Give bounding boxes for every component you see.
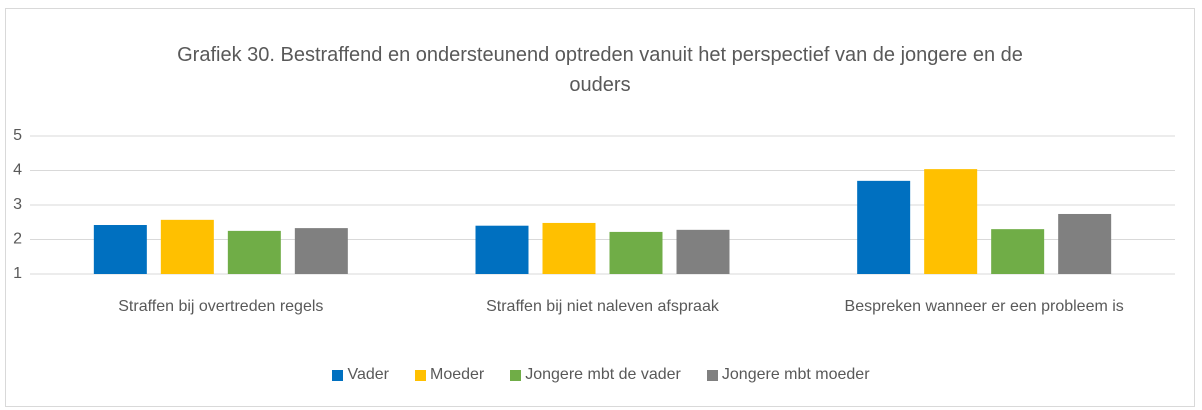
legend-item: Moeder — [414, 366, 485, 384]
bar — [160, 219, 214, 274]
bar — [609, 231, 663, 274]
legend-label: Vader — [347, 366, 389, 383]
bar — [924, 169, 978, 274]
y-tick-label: 3 — [13, 196, 22, 213]
y-tick-label: 1 — [13, 265, 22, 282]
legend-label: Jongere mbt de vader — [525, 366, 681, 383]
bar — [227, 230, 281, 274]
legend-swatch — [706, 369, 718, 381]
bar — [676, 229, 730, 274]
bar — [857, 180, 911, 274]
bar — [475, 225, 529, 274]
bar — [93, 225, 147, 274]
x-tick-label: Straffen bij niet naleven afspraak — [486, 298, 719, 315]
legend-item: Jongere mbt moeder — [706, 366, 870, 384]
y-tick-label: 2 — [13, 231, 22, 248]
legend: Vader Moeder Jongere mbt de vader Jongere m… — [0, 366, 1202, 384]
legend-swatch — [510, 369, 522, 381]
legend-item: Vader — [332, 366, 389, 384]
legend-swatch — [332, 369, 344, 381]
bar — [542, 222, 596, 274]
chart-border — [5, 8, 1195, 407]
y-tick-label: 5 — [13, 127, 22, 144]
legend-label: Jongere mbt moeder — [721, 366, 870, 383]
legend-item: Jongere mbt de vader — [510, 366, 681, 384]
x-tick-label: Bespreken wanneer er een probleem is — [844, 298, 1124, 315]
legend-swatch — [414, 369, 426, 381]
x-tick-label: Straffen bij overtreden regels — [118, 298, 324, 315]
bar — [294, 228, 348, 274]
y-tick-label: 4 — [13, 162, 22, 179]
bar — [991, 229, 1045, 274]
chart-title: Grafiek 30. Bestraffend en ondersteunend… — [177, 44, 1023, 96]
bar — [1058, 213, 1112, 274]
legend-label: Moeder — [429, 366, 485, 383]
